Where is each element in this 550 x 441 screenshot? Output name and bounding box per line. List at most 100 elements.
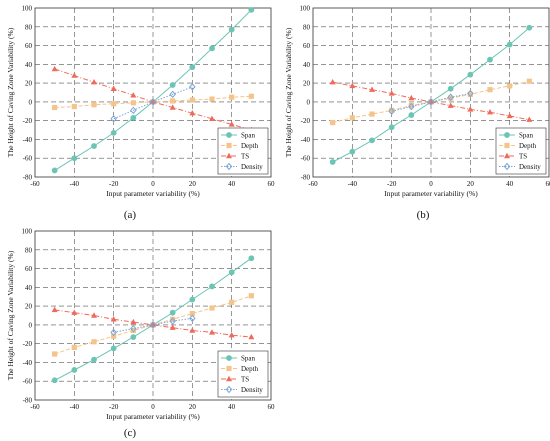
series-line bbox=[332, 80, 530, 123]
legend-label: Density bbox=[519, 163, 541, 171]
data-point bbox=[91, 78, 97, 85]
legend-label: Span bbox=[519, 132, 534, 140]
data-point bbox=[248, 255, 255, 262]
data-point bbox=[209, 96, 215, 102]
y-tick-label: 100 bbox=[22, 228, 33, 236]
y-tick-label: -60 bbox=[23, 155, 33, 163]
legend-marker bbox=[226, 355, 232, 361]
data-point bbox=[330, 119, 336, 126]
data-point bbox=[130, 327, 136, 334]
x-tick-label: -40 bbox=[70, 180, 80, 188]
data-point bbox=[169, 317, 176, 325]
legend-marker bbox=[226, 375, 232, 382]
y-tick-label: -20 bbox=[23, 117, 33, 125]
legend-label: TS bbox=[241, 376, 249, 384]
data-point bbox=[130, 324, 137, 333]
data-point bbox=[329, 78, 336, 85]
legend-label: TS bbox=[241, 153, 249, 161]
data-point bbox=[189, 311, 195, 317]
legend-marker bbox=[503, 162, 511, 171]
y-tick-label: 0 bbox=[307, 98, 311, 106]
y-tick-label: 60 bbox=[303, 42, 311, 50]
y-tick-label: 80 bbox=[303, 23, 311, 31]
y-tick-label: -20 bbox=[301, 117, 311, 125]
data-point bbox=[228, 332, 235, 338]
series-line bbox=[113, 317, 193, 333]
data-point bbox=[506, 112, 513, 119]
y-tick-label: 40 bbox=[303, 61, 311, 69]
data-point bbox=[388, 107, 395, 116]
data-point bbox=[91, 339, 97, 345]
data-point bbox=[369, 86, 375, 92]
x-tick-label: -20 bbox=[109, 180, 119, 188]
y-tick-label: 20 bbox=[25, 303, 33, 311]
y-axis-label: The Height of Caving Zone Variability (%… bbox=[284, 27, 293, 157]
y-tick-label: -60 bbox=[23, 378, 33, 386]
data-point bbox=[369, 137, 375, 144]
data-point bbox=[209, 115, 215, 121]
legend-label: Depth bbox=[241, 142, 259, 150]
data-point bbox=[388, 124, 395, 131]
data-point bbox=[408, 103, 414, 109]
data-point bbox=[467, 89, 474, 98]
series-line bbox=[54, 309, 252, 338]
data-point bbox=[91, 102, 97, 108]
data-point bbox=[189, 327, 196, 333]
data-point bbox=[189, 64, 196, 71]
data-point bbox=[189, 83, 196, 91]
x-tick-label: 0 bbox=[151, 180, 155, 188]
x-tick-label: 40 bbox=[506, 180, 514, 188]
legend-marker bbox=[226, 152, 232, 159]
data-point bbox=[506, 41, 513, 48]
data-point bbox=[130, 114, 137, 121]
legend-marker bbox=[504, 142, 510, 149]
data-point bbox=[130, 100, 136, 106]
data-point bbox=[130, 318, 137, 325]
data-point bbox=[110, 85, 117, 91]
x-axis-label: Input parameter variability (%) bbox=[106, 412, 200, 421]
legend-marker bbox=[225, 385, 233, 394]
y-tick-label: -80 bbox=[23, 397, 33, 405]
data-point bbox=[448, 95, 454, 101]
data-point bbox=[169, 104, 176, 110]
legend-marker bbox=[226, 142, 232, 149]
data-point bbox=[71, 103, 77, 110]
y-axis-label: The Height of Caving Zone Variability (%… bbox=[6, 27, 15, 157]
data-point bbox=[447, 102, 454, 108]
data-point bbox=[130, 92, 137, 98]
data-point bbox=[507, 83, 513, 89]
data-point bbox=[71, 367, 78, 373]
data-point bbox=[130, 106, 137, 115]
x-tick-label: 0 bbox=[429, 180, 433, 188]
data-point bbox=[248, 333, 255, 340]
panel-label: (c) bbox=[124, 427, 137, 439]
data-point bbox=[71, 72, 78, 78]
data-point bbox=[228, 26, 235, 33]
series-ts bbox=[51, 306, 255, 340]
chart-panel-2: -60-40-200204060-80-60-40-20020406080100… bbox=[284, 5, 550, 222]
data-point bbox=[111, 101, 117, 107]
data-point bbox=[228, 269, 235, 276]
data-point bbox=[130, 334, 137, 340]
y-tick-label: 80 bbox=[25, 23, 33, 31]
y-tick-label: -80 bbox=[23, 174, 33, 182]
data-point bbox=[71, 344, 77, 351]
data-point bbox=[51, 167, 58, 174]
y-axis-label: The Height of Caving Zone Variability (%… bbox=[6, 250, 15, 380]
data-point bbox=[52, 351, 58, 357]
data-point bbox=[408, 112, 415, 118]
x-tick-label: -40 bbox=[70, 403, 80, 411]
data-point bbox=[229, 299, 235, 305]
x-tick-label: 20 bbox=[189, 180, 197, 188]
data-point bbox=[408, 102, 415, 111]
x-tick-label: 20 bbox=[189, 403, 197, 411]
data-point bbox=[209, 305, 215, 311]
y-tick-label: 20 bbox=[25, 80, 33, 88]
data-point bbox=[91, 356, 97, 363]
data-point bbox=[526, 78, 532, 84]
y-tick-label: 60 bbox=[25, 42, 33, 50]
data-point bbox=[248, 6, 255, 13]
legend: Span Depth TS Density bbox=[217, 127, 269, 175]
data-point bbox=[388, 90, 395, 96]
data-point bbox=[228, 121, 235, 127]
